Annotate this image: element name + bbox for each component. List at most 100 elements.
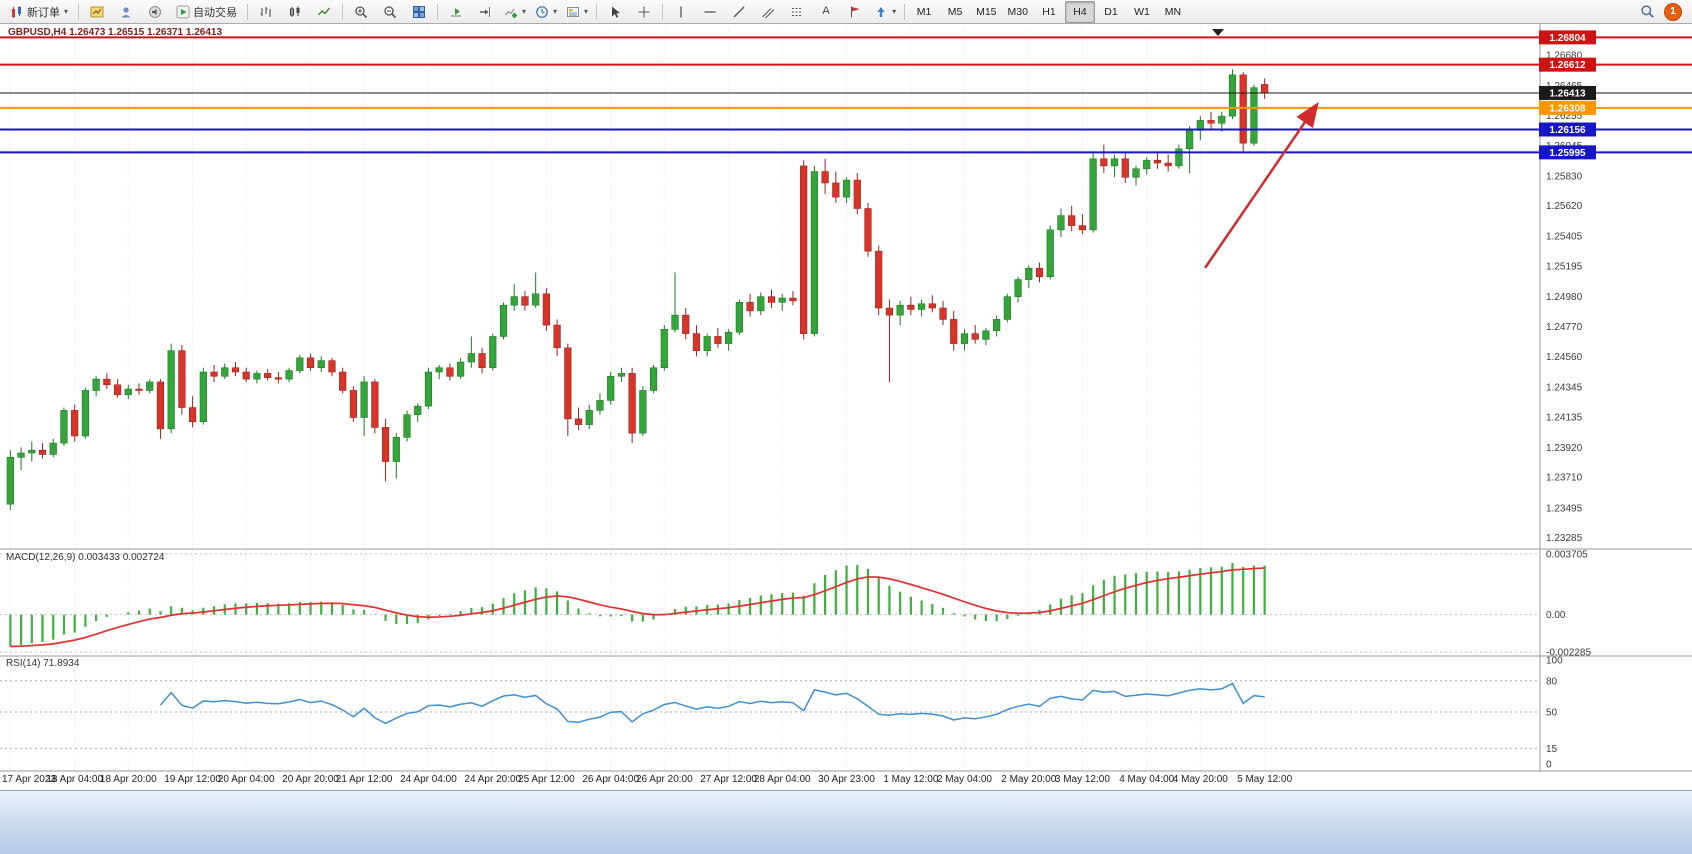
periods-button[interactable]: ▾ <box>531 1 561 23</box>
horizontal-line-tool-button[interactable] <box>696 1 724 23</box>
new-order-icon <box>12 5 21 18</box>
bar-marker-icon <box>1212 29 1224 36</box>
candle <box>1057 215 1065 231</box>
candle <box>435 367 443 373</box>
price-axis-label: 1.26680 <box>1546 51 1583 62</box>
sound-alerts-button[interactable] <box>141 1 169 23</box>
price-tag-label: 1.26156 <box>1549 125 1586 136</box>
tile-windows-button[interactable] <box>405 1 433 23</box>
status-strip <box>0 790 1692 854</box>
arrow-tools-button[interactable]: ▾ <box>870 1 900 23</box>
zoom-in-icon <box>355 5 368 18</box>
candle <box>1143 159 1151 170</box>
time-axis-label: 26 Apr 04:00 <box>582 774 639 785</box>
candle <box>725 331 733 344</box>
candle <box>778 297 786 303</box>
candle <box>1164 162 1172 167</box>
candle <box>1046 229 1054 278</box>
timeframe-h4-button[interactable]: H4 <box>1064 0 1095 23</box>
macd-axis-label: 0.00 <box>1546 610 1566 621</box>
candlestick-type-button[interactable] <box>281 1 309 23</box>
search-button[interactable] <box>1633 1 1661 23</box>
toolbar-separator <box>596 3 598 20</box>
zoom-in-button[interactable] <box>347 1 375 23</box>
bar-chart-type-button[interactable] <box>252 1 280 23</box>
auto-scroll-button[interactable] <box>442 1 470 23</box>
price-axis-label: 1.25620 <box>1546 201 1583 212</box>
timeframe-w1-button[interactable]: W1 <box>1134 5 1150 18</box>
candle <box>446 367 454 377</box>
candle <box>1228 74 1237 117</box>
vertical-line-tool-button[interactable] <box>667 1 695 23</box>
notification-count: 1 <box>1670 6 1676 17</box>
text-tool-button[interactable]: A <box>812 1 840 23</box>
toolbar-separator <box>247 3 249 20</box>
candle <box>789 297 797 302</box>
notification-badge[interactable]: 1 <box>1664 2 1682 21</box>
candle <box>821 171 829 184</box>
new-chart-button[interactable] <box>83 1 111 23</box>
trend-arrow-annotation[interactable] <box>1203 101 1319 269</box>
time-axis-label: 17 Apr 2023 <box>2 774 56 785</box>
time-axis-label: 24 Apr 20:00 <box>464 774 521 785</box>
new-chart-icon <box>90 6 104 17</box>
candle <box>17 452 25 458</box>
candle <box>489 336 497 369</box>
crosshair-button[interactable] <box>630 1 658 23</box>
candle <box>349 390 358 418</box>
time-axis-label: 2 May 04:00 <box>937 774 992 785</box>
candle <box>564 347 572 420</box>
price-axis-label: 1.24345 <box>1546 382 1583 393</box>
candle <box>982 330 990 340</box>
timeframe-m5-button[interactable]: M5 <box>947 5 963 18</box>
candle <box>1110 158 1119 167</box>
candle <box>617 373 626 377</box>
timeframe-m15-button[interactable]: M15 <box>976 5 997 18</box>
fibonacci-tool-button[interactable] <box>783 1 811 23</box>
toolbar-separator <box>662 3 664 20</box>
candle <box>103 378 111 386</box>
zoom-out-button[interactable] <box>376 1 404 23</box>
crosshair-icon <box>638 6 650 17</box>
indicators-button[interactable]: ▾ <box>500 1 530 23</box>
timeframe-m1-button[interactable]: M1 <box>916 5 932 18</box>
rsi-axis-label: 15 <box>1546 744 1558 755</box>
price-tag <box>1539 145 1596 160</box>
time-axis-label: 4 May 20:00 <box>1173 774 1228 785</box>
timeframe-m30-button[interactable]: M30 <box>1007 5 1028 18</box>
candle <box>864 208 872 252</box>
time-axis-label: 28 Apr 04:00 <box>754 774 811 785</box>
candle <box>1003 296 1011 320</box>
chart-title: GBPUSD,H4 1.26473 1.26515 1.26371 1.2641… <box>8 27 223 38</box>
cursor-button[interactable] <box>601 1 629 23</box>
line-chart-type-button[interactable] <box>310 1 338 23</box>
chart-area[interactable]: 17 Apr 2023 18 Apr 04:00 18 Apr 20:00 19 Ap… <box>0 24 1692 790</box>
time-axis-label: 26 Apr 20:00 <box>636 774 693 785</box>
timeframe-h1-button[interactable]: H1 <box>1042 5 1056 18</box>
templates-button[interactable]: ▾ <box>562 1 592 23</box>
price-tag <box>1539 100 1596 115</box>
new-order-button[interactable]: 新订单 ▾ <box>4 1 74 23</box>
vertical-line-icon <box>680 6 682 17</box>
auto-trading-button[interactable]: 自动交易 <box>170 1 243 23</box>
candle <box>585 410 593 425</box>
chart-shift-button[interactable] <box>471 1 499 23</box>
rsi-axis-label: 80 <box>1546 676 1558 687</box>
candle <box>907 304 915 310</box>
timeframe-d1-button[interactable]: D1 <box>1104 5 1118 18</box>
candle <box>1068 215 1076 226</box>
channel-tool-button[interactable] <box>754 1 782 23</box>
timeframe-mn-button[interactable]: MN <box>1164 5 1182 18</box>
trendline-tool-button[interactable] <box>725 1 753 23</box>
candle <box>692 333 701 351</box>
rsi-line <box>159 682 1265 725</box>
annotations: 1.26804 1.26612 1.26413 1.26308 1.26156 1.259… <box>1203 29 1596 269</box>
candle <box>167 350 175 430</box>
price-axis-label: 1.24770 <box>1546 322 1583 333</box>
label-tool-button[interactable] <box>841 1 869 23</box>
rsi-axis-label: 100 <box>1546 656 1563 667</box>
profiles-button[interactable] <box>112 1 140 23</box>
candle <box>1078 225 1086 231</box>
